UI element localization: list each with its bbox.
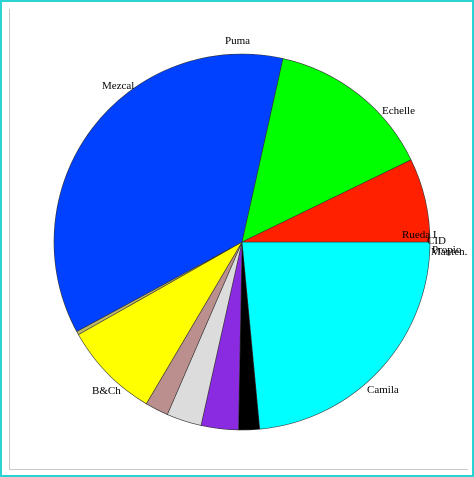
plot-area: [9, 9, 468, 470]
pie-slice: [241, 241, 431, 430]
slice-label: Manten.: [431, 246, 468, 258]
slice-label: Rueda I: [402, 229, 437, 241]
slice-label: Puma: [225, 35, 250, 47]
slice-label: B&Ch: [92, 385, 121, 397]
pie-slice: [241, 159, 431, 243]
slice-label: Camila: [367, 384, 399, 396]
slice-label: Propio: [432, 244, 462, 256]
pie-slice: [53, 53, 284, 332]
pie-slice: [241, 58, 412, 243]
slice-label: CID: [427, 235, 446, 247]
slice-label: Mezcal: [102, 80, 134, 92]
slice-label: Echelle: [382, 105, 415, 117]
pie-slice: [77, 241, 243, 405]
